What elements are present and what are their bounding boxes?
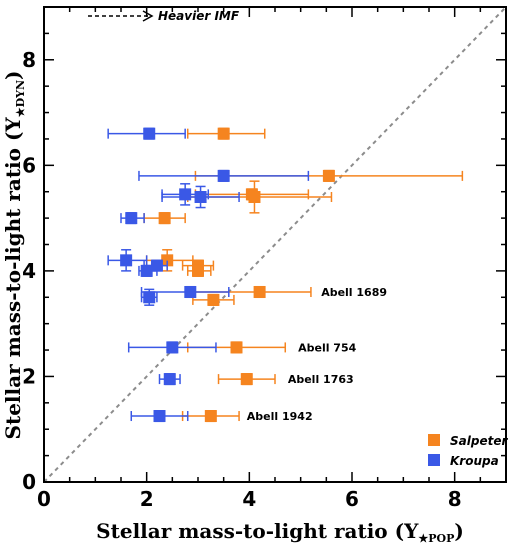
annotation-label: Abell 1942 [247,410,313,423]
data-point [186,264,212,277]
x-tick-label: 8 [448,487,462,511]
data-point [192,293,235,306]
data-point [143,212,186,225]
data-point [140,288,158,306]
marker-kroupa [150,259,163,272]
y-tick-label: 6 [22,153,36,177]
marker-kroupa [179,188,192,201]
imf-arrow-head [142,10,154,22]
marker-kroupa [143,127,156,140]
data-point [107,249,148,272]
marker-salpeter [217,127,230,140]
marker-salpeter [322,169,335,182]
marker-kroupa [140,264,153,277]
x-tick-label: 6 [345,487,359,511]
marker-kroupa [153,410,166,423]
marker-kroupa [120,254,133,267]
one-to-one-line [43,6,507,483]
data-point [107,127,186,140]
y-tick-label: 0 [22,470,36,494]
imf-arrow-label: Heavier IMF [158,9,240,23]
marker-salpeter [230,341,243,354]
y-tick-label: 2 [22,364,36,388]
axes: 0 2 4 6 8 0 2 4 6 8 [22,6,507,511]
annotation-label: Abell 1763 [288,373,354,386]
marker-kroupa [125,212,138,225]
data-point [186,127,266,140]
data-point [127,341,217,354]
marker-salpeter [253,286,266,298]
legend-swatch-kroupa [428,454,440,466]
marker-kroupa [163,373,176,386]
data-point [161,185,240,209]
legend: Salpeter Kroupa [428,434,508,468]
marker-kroupa [217,169,230,182]
data-point [120,212,145,225]
data-point [186,180,333,214]
imf-arrow: Heavier IMF [88,9,240,23]
marker-salpeter [207,293,220,306]
marker-salpeter [240,373,253,386]
plot-area: Abell 1689 Abell 754 Abell 1763 Abell 1942 [43,6,507,483]
series-kroupa [107,127,310,423]
data-point [138,264,158,277]
data-point [181,410,240,423]
annotation-label: Abell 1689 [321,286,387,299]
y-axis-title: Stellar mass-to-light ratio (Υ★DYN) [1,71,27,440]
data-point [217,373,276,386]
marker-kroupa [143,291,156,304]
x-tick-label: 2 [140,487,154,511]
marker-salpeter [161,254,174,267]
marker-salpeter [248,191,261,203]
data-point [158,373,181,386]
marker-salpeter [158,212,171,225]
legend-swatch-salpeter [428,434,440,446]
y-tick-label: 8 [22,48,36,72]
y-tick-label: 4 [22,259,36,283]
legend-label-kroupa: Kroupa [450,454,499,468]
legend-label-salpeter: Salpeter [450,434,508,448]
data-point [138,169,310,182]
marker-salpeter [204,410,217,423]
marker-kroupa [184,286,197,298]
x-axis-title: Stellar mass-to-light ratio (Υ★POP) [96,519,464,545]
data-point [140,285,230,299]
x-tick-label: 4 [242,487,256,511]
marker-kroupa [166,341,179,354]
annotation-label: Abell 754 [298,341,357,354]
marker-kroupa [194,191,207,203]
marker-salpeter [192,264,204,277]
x-tick-label: 0 [37,487,51,511]
data-point [130,410,189,423]
